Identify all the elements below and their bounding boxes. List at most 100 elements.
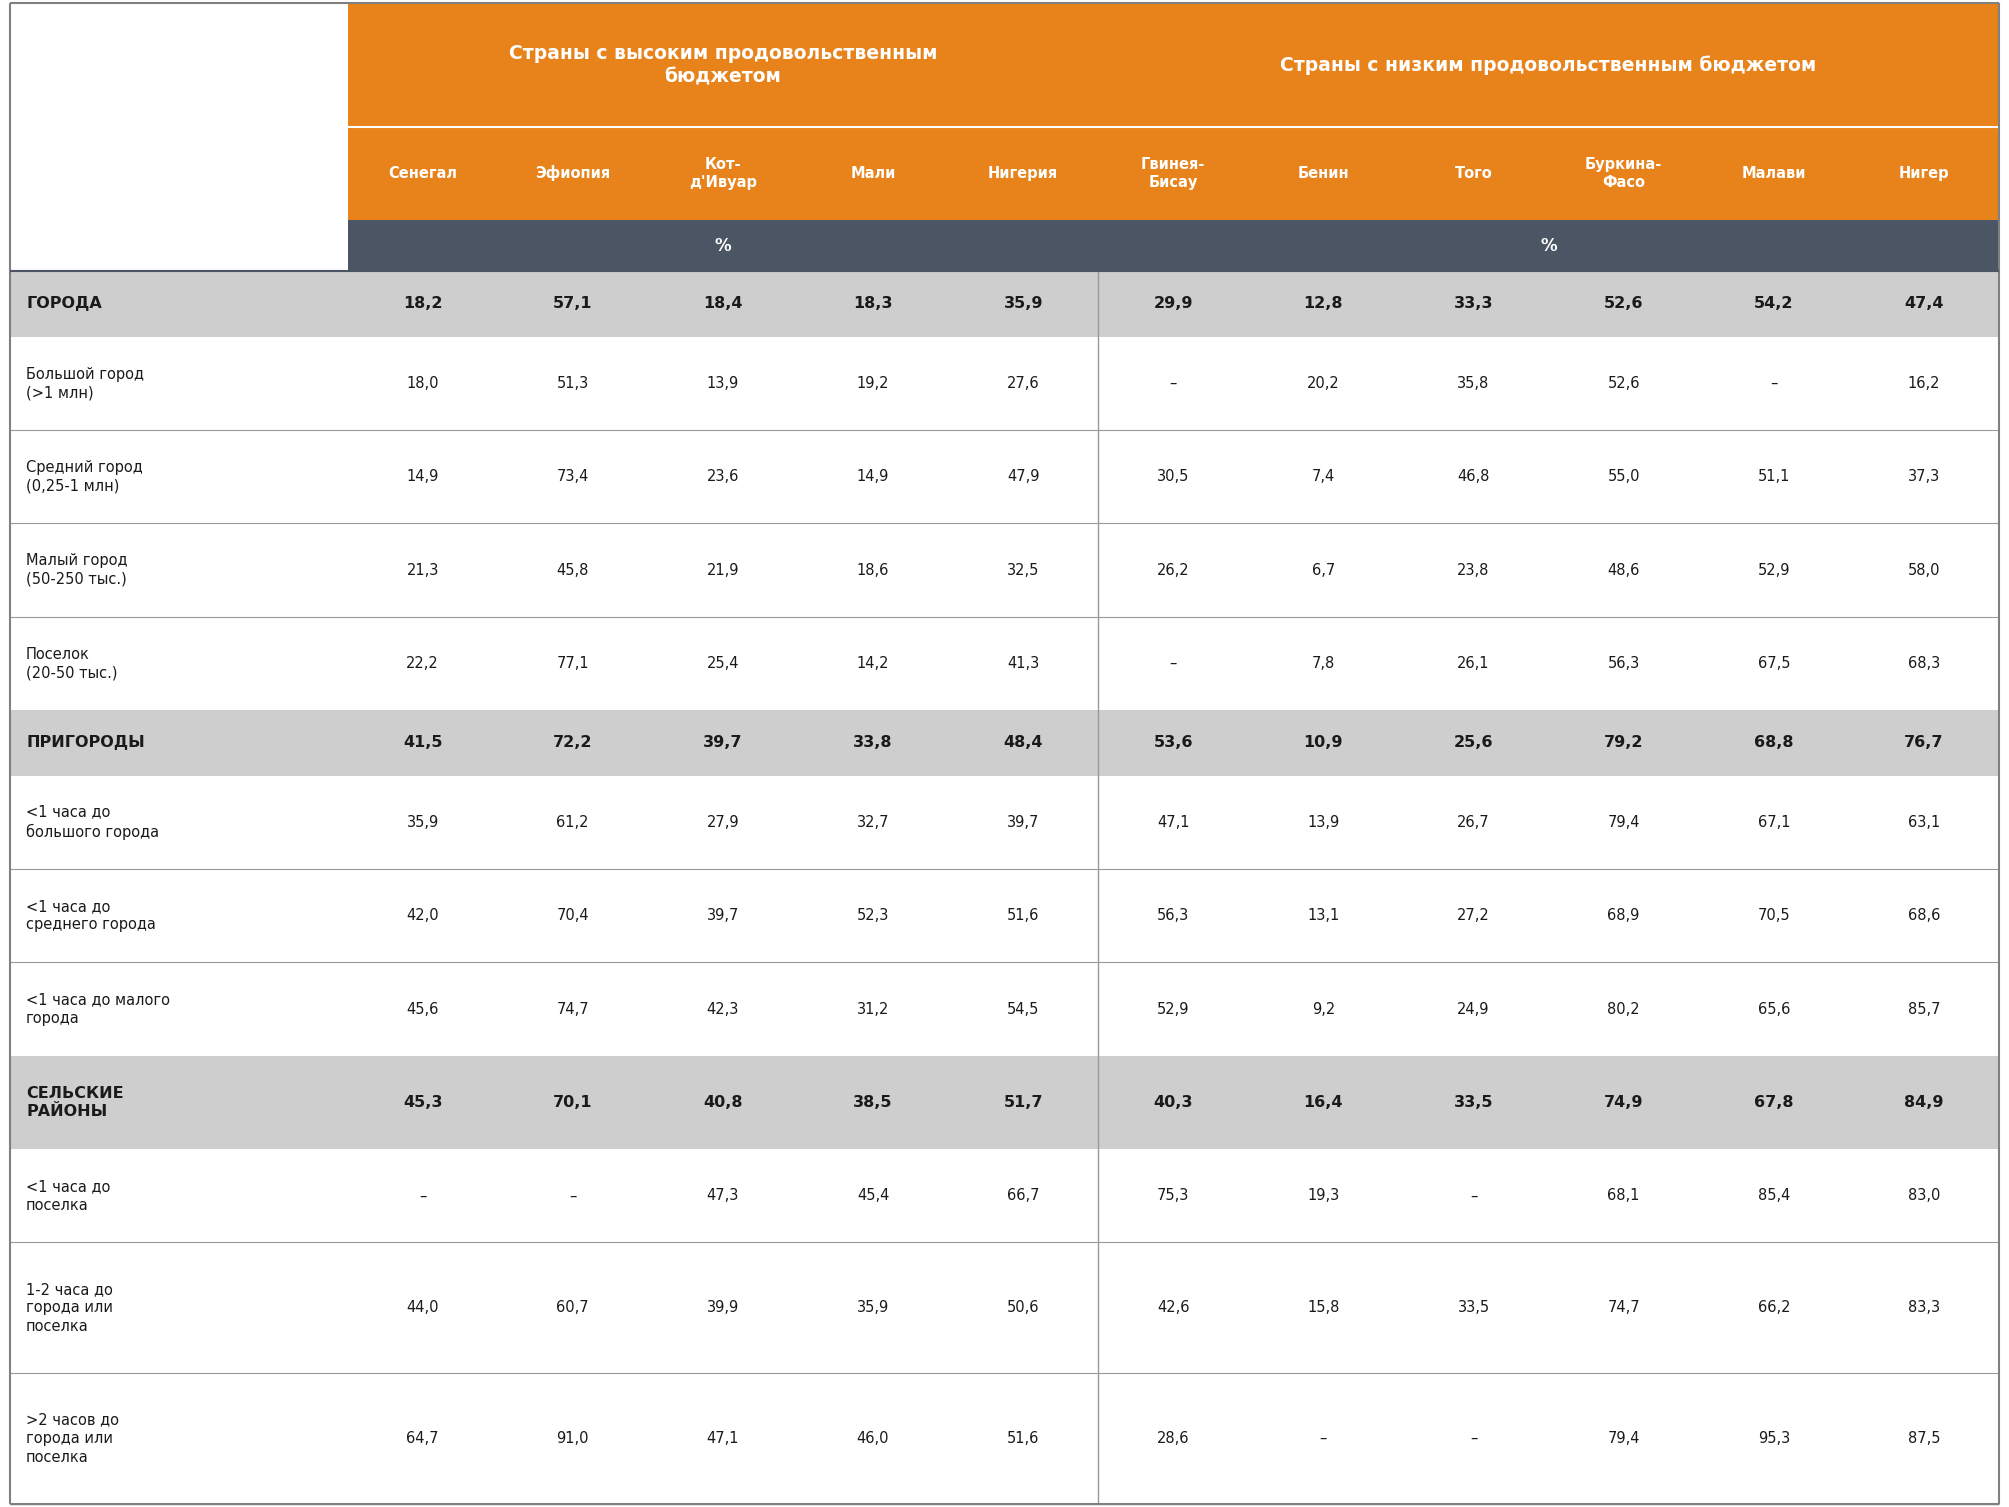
Text: 9,2: 9,2 xyxy=(1312,1002,1336,1017)
Text: 51,6: 51,6 xyxy=(1007,1432,1039,1447)
Text: 52,9: 52,9 xyxy=(1157,1002,1189,1017)
Text: 64,7: 64,7 xyxy=(406,1432,438,1447)
Bar xyxy=(10,523,1999,616)
Text: 33,8: 33,8 xyxy=(854,735,892,750)
Text: 39,7: 39,7 xyxy=(707,909,739,924)
Text: 74,7: 74,7 xyxy=(556,1002,589,1017)
Text: Малави: Малави xyxy=(1742,166,1806,181)
Text: 42,6: 42,6 xyxy=(1157,1301,1189,1316)
Text: 13,1: 13,1 xyxy=(1308,909,1340,924)
Text: 47,1: 47,1 xyxy=(707,1432,739,1447)
Text: 40,8: 40,8 xyxy=(703,1096,743,1111)
Text: 51,6: 51,6 xyxy=(1007,909,1039,924)
Text: 79,4: 79,4 xyxy=(1607,815,1639,830)
Text: –: – xyxy=(1471,1189,1477,1203)
Bar xyxy=(1099,127,1999,220)
Bar xyxy=(10,271,1999,336)
Text: 35,9: 35,9 xyxy=(1002,297,1043,312)
Text: 54,5: 54,5 xyxy=(1007,1002,1039,1017)
Text: 21,3: 21,3 xyxy=(406,562,438,577)
Text: 45,3: 45,3 xyxy=(404,1096,442,1111)
Text: 74,7: 74,7 xyxy=(1607,1301,1639,1316)
Text: 23,6: 23,6 xyxy=(707,469,739,484)
Bar xyxy=(348,220,1099,271)
Text: 56,3: 56,3 xyxy=(1607,656,1639,671)
Text: ГОРОДА: ГОРОДА xyxy=(26,297,102,312)
Text: 18,4: 18,4 xyxy=(703,297,743,312)
Text: 37,3: 37,3 xyxy=(1909,469,1941,484)
Text: –: – xyxy=(569,1189,577,1203)
Text: 35,9: 35,9 xyxy=(858,1301,890,1316)
Text: 33,5: 33,5 xyxy=(1457,1301,1489,1316)
Text: 26,2: 26,2 xyxy=(1157,562,1189,577)
Text: 26,7: 26,7 xyxy=(1457,815,1491,830)
Text: 85,4: 85,4 xyxy=(1758,1189,1790,1203)
Text: 13,9: 13,9 xyxy=(1308,815,1340,830)
Text: 16,2: 16,2 xyxy=(1909,375,1941,390)
Text: 39,7: 39,7 xyxy=(703,735,743,750)
Text: 68,8: 68,8 xyxy=(1754,735,1794,750)
Text: 46,8: 46,8 xyxy=(1457,469,1491,484)
Text: Страны с низким продовольственным бюджетом: Страны с низким продовольственным бюджет… xyxy=(1280,56,1816,74)
Text: 52,6: 52,6 xyxy=(1607,375,1639,390)
Text: 54,2: 54,2 xyxy=(1754,297,1794,312)
Text: 58,0: 58,0 xyxy=(1909,562,1941,577)
Bar xyxy=(348,3,1099,127)
Text: 1-2 часа до
города или
поселка: 1-2 часа до города или поселка xyxy=(26,1282,113,1334)
Text: Буркина-
Фасо: Буркина- Фасо xyxy=(1585,157,1661,190)
Text: 91,0: 91,0 xyxy=(556,1432,589,1447)
Text: 57,1: 57,1 xyxy=(552,297,593,312)
Text: 6,7: 6,7 xyxy=(1312,562,1336,577)
Text: 47,4: 47,4 xyxy=(1905,297,1943,312)
Text: 67,8: 67,8 xyxy=(1754,1096,1794,1111)
Bar xyxy=(10,1242,1999,1373)
Text: –: – xyxy=(1169,375,1177,390)
Text: %: % xyxy=(715,237,731,255)
Text: 39,9: 39,9 xyxy=(707,1301,739,1316)
Text: 83,3: 83,3 xyxy=(1909,1301,1941,1316)
Text: 42,0: 42,0 xyxy=(406,909,438,924)
Bar xyxy=(10,1150,1999,1242)
Text: 42,3: 42,3 xyxy=(707,1002,739,1017)
Text: Мали: Мали xyxy=(850,166,896,181)
Text: 18,3: 18,3 xyxy=(854,297,892,312)
Text: 41,5: 41,5 xyxy=(404,735,442,750)
Text: 31,2: 31,2 xyxy=(856,1002,890,1017)
Text: 61,2: 61,2 xyxy=(556,815,589,830)
Text: 40,3: 40,3 xyxy=(1153,1096,1193,1111)
Text: 18,2: 18,2 xyxy=(404,297,442,312)
Text: Малый город
(50-250 тыс.): Малый город (50-250 тыс.) xyxy=(26,553,129,586)
Text: 24,9: 24,9 xyxy=(1457,1002,1491,1017)
Text: 67,5: 67,5 xyxy=(1758,656,1790,671)
Text: СЕЛЬСКИЕ
РАЙОНЫ: СЕЛЬСКИЕ РАЙОНЫ xyxy=(26,1085,125,1120)
Text: Сенегал: Сенегал xyxy=(388,166,458,181)
Text: 38,5: 38,5 xyxy=(854,1096,892,1111)
Text: 45,8: 45,8 xyxy=(556,562,589,577)
Text: 27,6: 27,6 xyxy=(1007,375,1039,390)
Bar xyxy=(10,963,1999,1056)
Text: –: – xyxy=(420,1189,426,1203)
Bar xyxy=(10,710,1999,776)
Text: 20,2: 20,2 xyxy=(1308,375,1340,390)
Bar xyxy=(1099,220,1999,271)
Text: 67,1: 67,1 xyxy=(1758,815,1790,830)
Bar xyxy=(10,429,1999,523)
Text: –: – xyxy=(1169,656,1177,671)
Text: 68,9: 68,9 xyxy=(1607,909,1639,924)
Text: <1 часа до малого
города: <1 часа до малого города xyxy=(26,992,171,1026)
Text: 45,4: 45,4 xyxy=(856,1189,890,1203)
Text: 12,8: 12,8 xyxy=(1304,297,1344,312)
Text: %: % xyxy=(1541,237,1557,255)
Text: 7,8: 7,8 xyxy=(1312,656,1336,671)
Text: Нигерия: Нигерия xyxy=(988,166,1059,181)
Text: 68,6: 68,6 xyxy=(1909,909,1941,924)
Text: 15,8: 15,8 xyxy=(1308,1301,1340,1316)
Text: 26,1: 26,1 xyxy=(1457,656,1491,671)
Text: 50,6: 50,6 xyxy=(1007,1301,1039,1316)
Text: 48,4: 48,4 xyxy=(1002,735,1043,750)
Text: 41,3: 41,3 xyxy=(1007,656,1039,671)
Text: 56,3: 56,3 xyxy=(1157,909,1189,924)
Text: 75,3: 75,3 xyxy=(1157,1189,1189,1203)
Bar xyxy=(10,776,1999,870)
Text: 29,9: 29,9 xyxy=(1153,297,1193,312)
